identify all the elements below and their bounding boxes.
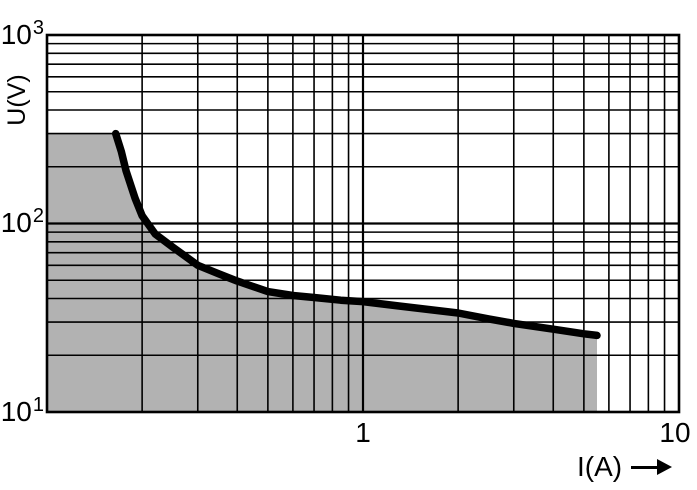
x-axis-title: I(A) xyxy=(577,451,623,482)
x-tick-10: 10 xyxy=(659,417,691,448)
y-axis-title: U(V) xyxy=(3,74,31,126)
plot-frame xyxy=(45,33,681,414)
y-tick-1000-base: 10 xyxy=(0,19,32,50)
shaded-region xyxy=(47,133,597,412)
y-tick-1000-exp: 3 xyxy=(32,17,44,39)
right-arrow-shaft xyxy=(631,465,658,469)
x-axis-title-group: I(A) xyxy=(577,451,673,482)
x-tick-1: 1 xyxy=(355,417,371,448)
y-tick-100-exp: 2 xyxy=(32,205,44,227)
y-tick-100: 102 xyxy=(0,205,44,243)
y-tick-10: 101 xyxy=(0,394,44,432)
right-arrow-head xyxy=(657,459,673,475)
right-arrow-icon xyxy=(631,459,673,475)
y-tick-10-base: 10 xyxy=(0,396,32,427)
y-tick-10-exp: 1 xyxy=(32,394,44,416)
limit-curve xyxy=(111,129,601,340)
y-tick-100-base: 10 xyxy=(0,207,32,238)
y-tick-1000: 103 xyxy=(0,17,44,55)
plot-area xyxy=(45,33,681,414)
